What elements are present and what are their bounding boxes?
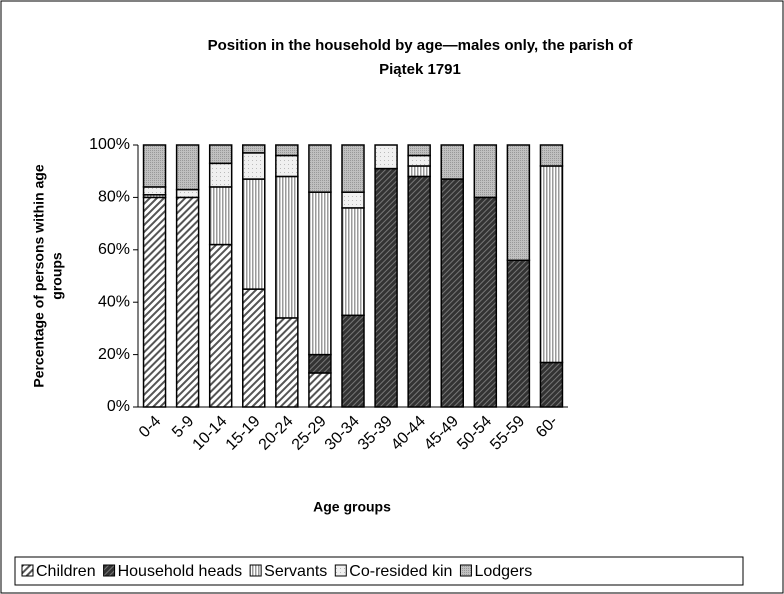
bar-segment bbox=[208, 186, 233, 246]
bar-segment bbox=[242, 178, 266, 290]
bar-segment bbox=[407, 175, 431, 408]
bar-segment bbox=[175, 196, 200, 408]
bar-segment bbox=[440, 144, 464, 180]
bar-segment bbox=[473, 144, 498, 199]
bar-segment bbox=[142, 144, 167, 188]
bar-segment bbox=[341, 144, 365, 193]
bar-segment bbox=[208, 243, 233, 408]
x-axis-title: Age groups bbox=[313, 499, 391, 515]
bar-segment bbox=[242, 288, 266, 408]
legend-label: Lodgers bbox=[474, 563, 532, 580]
y-tick-label: 80% bbox=[98, 189, 130, 206]
legend-swatch bbox=[21, 564, 34, 577]
bar-segment bbox=[506, 259, 531, 408]
bar-segment bbox=[308, 372, 332, 408]
bar-segment bbox=[242, 152, 266, 180]
bar-segment bbox=[341, 191, 365, 209]
y-axis-title: Percentage of persons within age bbox=[31, 164, 47, 387]
chart-title: Position in the household by age—males o… bbox=[208, 37, 634, 54]
legend-label: Co-resided kin bbox=[349, 563, 452, 580]
bar-segment bbox=[275, 317, 299, 408]
bar-segment bbox=[142, 196, 167, 408]
bar-segment bbox=[275, 144, 299, 157]
legend-label: Children bbox=[36, 563, 96, 580]
bar-segment bbox=[341, 207, 365, 317]
legend-label: Servants bbox=[264, 563, 327, 580]
bar-segment bbox=[341, 314, 365, 408]
bar-segment bbox=[473, 196, 498, 408]
legend-swatch bbox=[249, 564, 262, 577]
legend-swatch bbox=[334, 564, 347, 577]
y-tick-label: 40% bbox=[98, 293, 130, 310]
bar-segment bbox=[308, 191, 332, 356]
y-axis-title: groups bbox=[49, 252, 65, 300]
bar-segment bbox=[175, 188, 200, 199]
bar-segment bbox=[374, 144, 398, 170]
y-tick-label: 60% bbox=[98, 241, 130, 258]
bar-segment bbox=[440, 178, 464, 408]
legend-swatch bbox=[459, 564, 472, 577]
y-tick-label: 0% bbox=[107, 398, 130, 415]
chart-title: Piątek 1791 bbox=[379, 61, 461, 78]
bar-segment bbox=[539, 361, 564, 408]
bar-segment bbox=[275, 154, 299, 178]
bar-segment bbox=[407, 154, 431, 167]
bar-segment bbox=[506, 144, 531, 262]
bar-segment bbox=[539, 165, 564, 364]
bar-segment bbox=[308, 144, 332, 193]
bar-segment bbox=[539, 144, 564, 167]
bar-segment bbox=[308, 353, 332, 374]
bar-segment bbox=[208, 144, 233, 165]
bar-segment bbox=[374, 167, 398, 408]
y-tick-label: 20% bbox=[98, 346, 130, 363]
bar-segment bbox=[242, 144, 266, 154]
y-tick-label: 100% bbox=[89, 136, 130, 153]
bar-segment bbox=[175, 144, 200, 191]
legend-swatch bbox=[103, 564, 116, 577]
bar-segment bbox=[407, 144, 431, 157]
bar-segment bbox=[208, 162, 233, 188]
legend bbox=[14, 556, 744, 586]
bar-segment bbox=[142, 186, 167, 196]
legend-label: Household heads bbox=[118, 563, 243, 580]
bar-segment bbox=[407, 165, 431, 178]
bar-segment bbox=[275, 175, 299, 319]
